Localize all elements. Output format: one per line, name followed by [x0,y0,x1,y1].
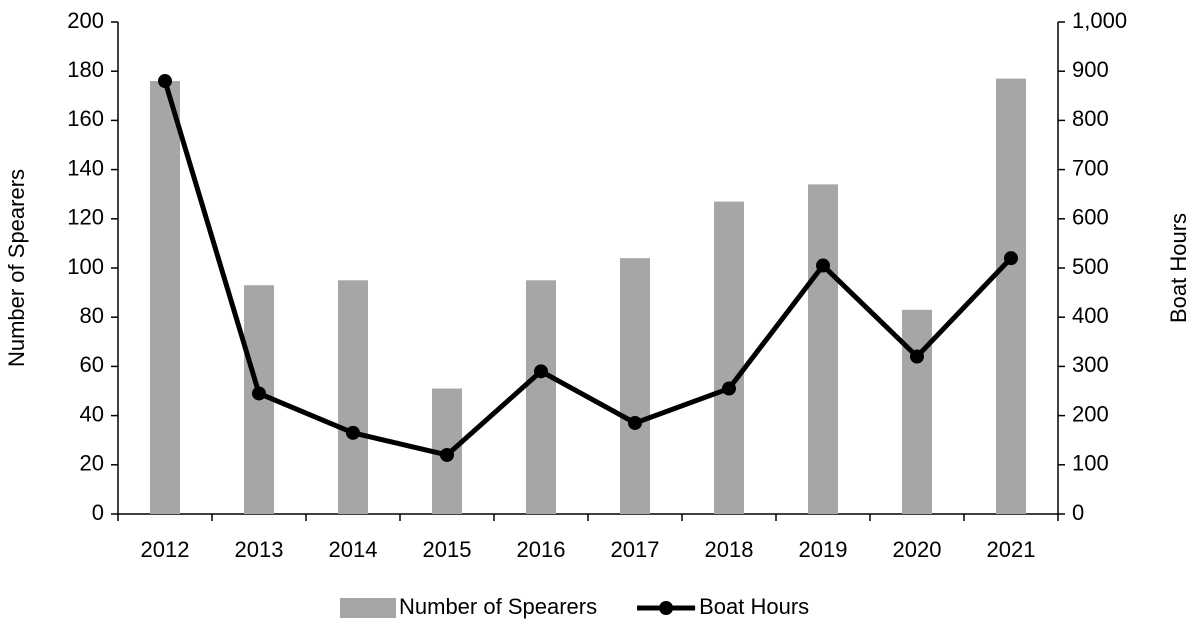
x-tick-label: 2018 [705,537,754,562]
bar [714,201,744,514]
bar [996,78,1026,514]
y2-tick-label: 700 [1072,155,1109,180]
marker [440,447,454,462]
y2-tick-label: 1,000 [1072,8,1127,33]
bar [620,258,650,514]
x-tick-label: 2013 [235,537,284,562]
y2-tick-label: 400 [1072,303,1109,328]
x-tick-label: 2012 [141,537,190,562]
y-tick-label: 140 [67,155,104,180]
y-tick-label: 200 [67,8,104,33]
x-tick-label: 2014 [329,537,378,562]
marker [1004,251,1018,266]
marker [534,364,548,379]
y-tick-label: 80 [80,303,104,328]
y-tick-label: 100 [67,254,104,279]
y-tick-label: 160 [67,106,104,131]
legend-marker [659,601,674,615]
y2-tick-label: 500 [1072,254,1109,279]
y2-tick-label: 300 [1072,352,1109,377]
y-tick-label: 180 [67,57,104,82]
y2-tick-label: 0 [1072,500,1084,525]
y2-tick-label: 900 [1072,57,1109,82]
bar [902,309,932,514]
legend-swatch [340,598,396,618]
bar [808,184,838,515]
y-tick-label: 40 [80,401,104,426]
marker [158,74,172,89]
bar [338,280,368,514]
y2-tick-label: 600 [1072,205,1109,230]
marker [252,386,266,401]
x-tick-label: 2015 [423,537,472,562]
y-axis-title: Number of Spearers [4,169,29,367]
y-tick-label: 60 [80,352,104,377]
x-tick-label: 2017 [611,537,660,562]
marker [346,425,360,440]
marker [628,415,642,430]
marker [910,349,924,364]
y2-tick-label: 100 [1072,451,1109,476]
y-tick-label: 20 [80,451,104,476]
y2-axis-title: Boat Hours [1166,213,1191,323]
legend-label: Number of Spearers [399,594,597,619]
x-tick-label: 2020 [893,537,942,562]
y-tick-label: 120 [67,205,104,230]
legend-label: Boat Hours [699,594,809,619]
x-tick-label: 2021 [987,537,1036,562]
x-tick-label: 2019 [799,537,848,562]
y2-tick-label: 800 [1072,106,1109,131]
marker [722,381,736,396]
bar [150,81,180,514]
y-tick-label: 0 [92,500,104,525]
line [162,80,1013,458]
bar [526,280,556,514]
x-tick-label: 2016 [517,537,566,562]
y2-tick-label: 200 [1072,401,1109,426]
marker [816,258,830,273]
